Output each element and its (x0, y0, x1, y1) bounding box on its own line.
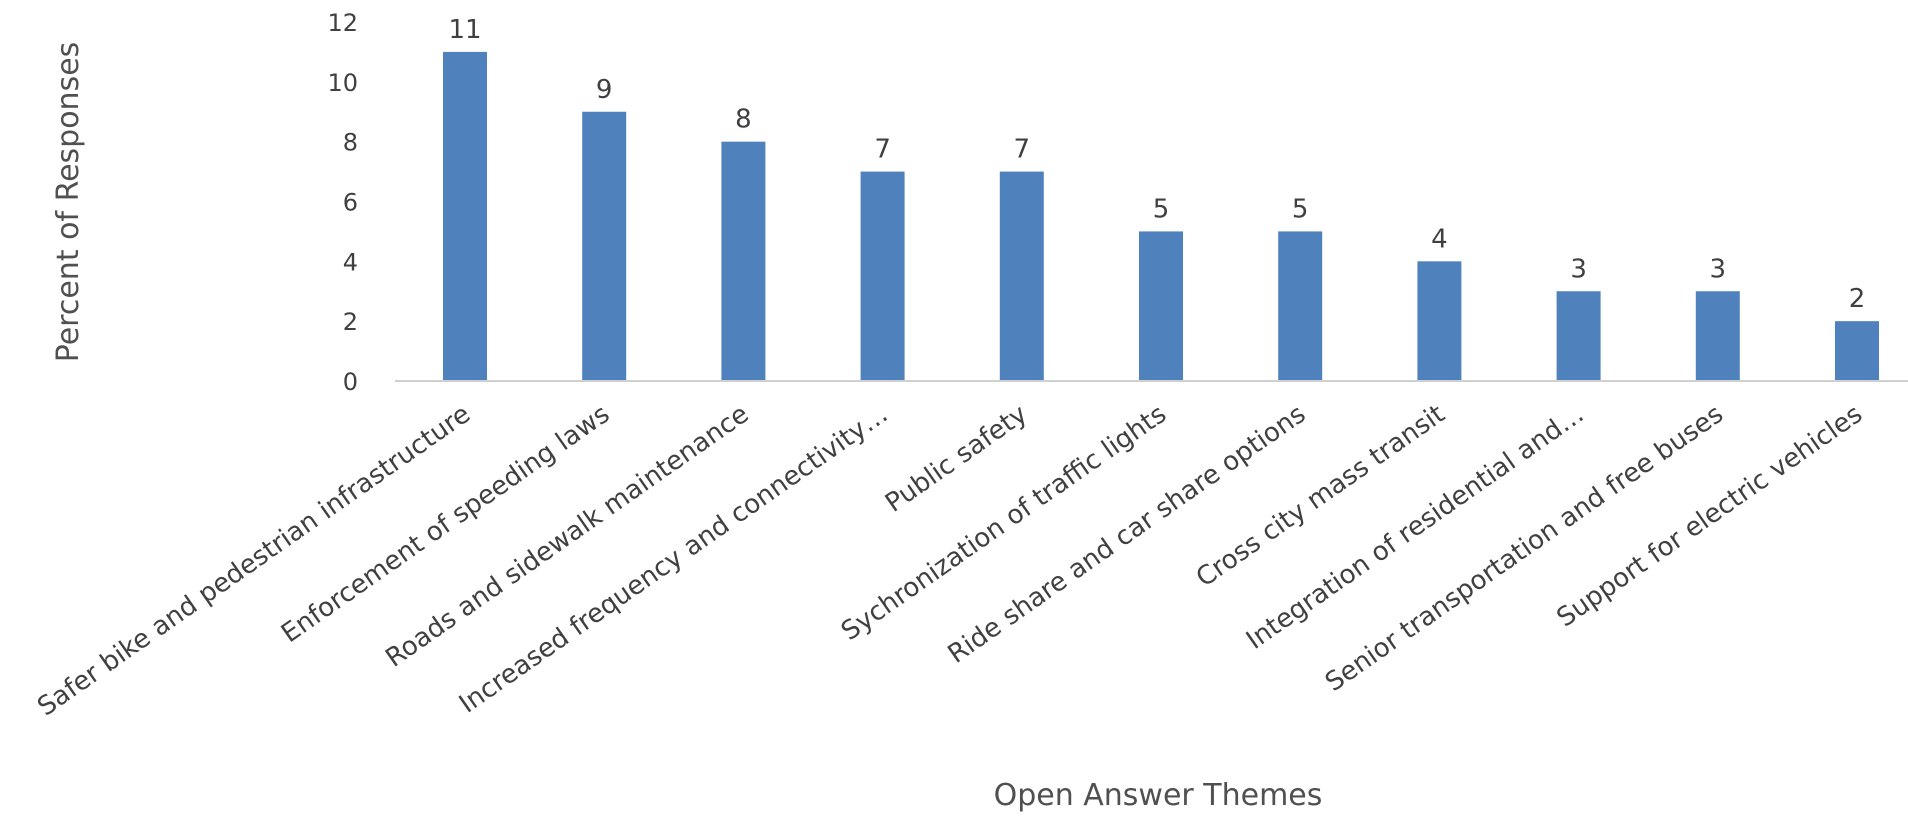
data-label: 3 (1570, 254, 1587, 284)
y-tick-label: 10 (327, 69, 358, 97)
data-label: 9 (596, 75, 613, 105)
y-tick-label: 4 (343, 248, 358, 276)
y-tick-label: 0 (343, 368, 358, 396)
category-labels-group: Safer bike and pedestrian infrastructure… (32, 399, 1868, 722)
bar (582, 111, 627, 381)
y-axis-title: Percent of Responses (51, 42, 86, 363)
data-label: 11 (448, 15, 481, 45)
category-label: Cross city mass transit (1191, 399, 1450, 593)
bar (443, 51, 487, 382)
bars-group (443, 51, 1879, 382)
x-axis-title: Open Answer Themes (994, 778, 1323, 813)
data-label: 7 (874, 135, 891, 165)
bar (1139, 231, 1183, 381)
y-tick-label: 8 (343, 129, 358, 157)
data-label: 5 (1153, 194, 1170, 224)
data-label: 2 (1849, 284, 1866, 314)
y-axis-ticks: 0 2 4 6 8 10 12 (327, 9, 358, 396)
data-label: 3 (1710, 254, 1727, 284)
y-tick-label: 12 (327, 9, 358, 37)
bar (1556, 291, 1601, 381)
data-labels-group: 11 9 8 7 7 5 5 4 3 3 2 (448, 15, 1865, 314)
bar (1695, 291, 1740, 381)
data-label: 5 (1292, 194, 1309, 224)
bar (721, 141, 766, 381)
data-label: 7 (1014, 135, 1031, 165)
data-label: 8 (735, 105, 752, 135)
data-label: 4 (1431, 224, 1448, 254)
bar (1278, 231, 1323, 381)
bar (1835, 321, 1879, 381)
bar (999, 171, 1044, 381)
y-tick-label: 6 (343, 189, 358, 217)
y-tick-label: 2 (343, 308, 358, 336)
bar (1417, 261, 1462, 381)
bar (860, 171, 905, 381)
